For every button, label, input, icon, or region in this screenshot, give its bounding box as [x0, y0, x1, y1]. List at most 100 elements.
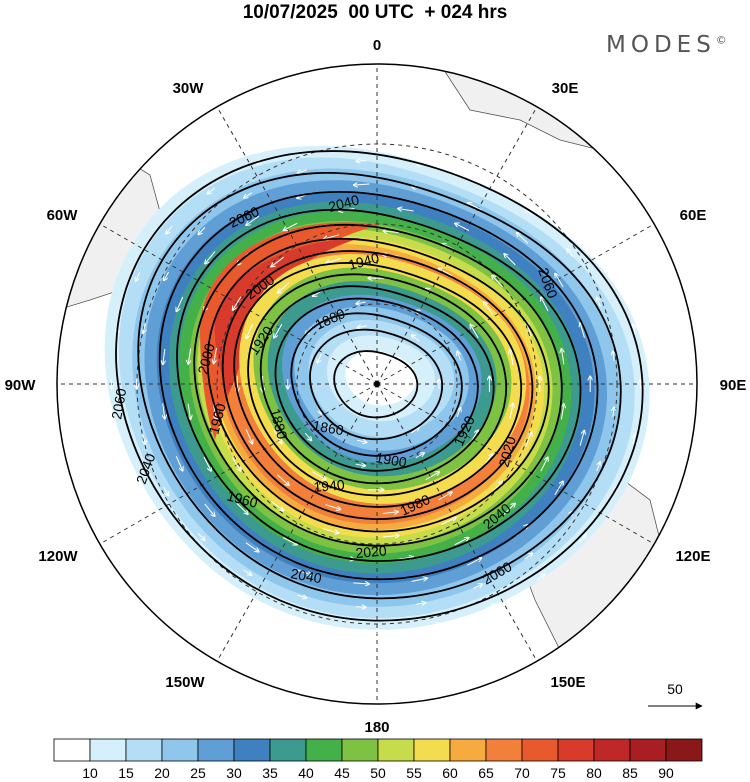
wind-arrow	[356, 440, 367, 442]
wind-arrow	[540, 457, 548, 472]
wind-arrow	[163, 348, 165, 365]
wind-arrow	[245, 429, 253, 444]
wind-arrow	[597, 297, 601, 307]
meridian-line	[376, 223, 655, 385]
wind-arrow	[470, 324, 479, 339]
wind-arrow	[165, 533, 172, 542]
height-contour	[247, 273, 508, 497]
lon-label-150e: 150E	[550, 674, 585, 691]
wind-arrow	[117, 433, 119, 444]
wind-arrow	[554, 481, 563, 495]
wind-arrow	[441, 517, 456, 525]
pole-marker	[374, 381, 380, 387]
wind-arrow	[596, 462, 601, 472]
wind-arrow	[357, 326, 368, 328]
wind-arrow	[304, 432, 311, 441]
wind-arrow	[143, 323, 146, 334]
wind-arrow	[236, 502, 248, 514]
wind-arrow	[233, 296, 242, 311]
wind-arrow	[411, 578, 428, 582]
wind-arrow	[398, 209, 414, 212]
height-contour	[137, 171, 622, 600]
wind-arrow	[188, 403, 191, 420]
contour-label: 2040	[289, 565, 323, 586]
wind-arrow	[245, 542, 259, 552]
wind-arrow	[243, 569, 252, 575]
wind-arrow	[486, 604, 495, 610]
wind-arrow	[277, 282, 290, 294]
reference-vector-label: 50	[667, 681, 683, 697]
wind-arrow	[270, 500, 284, 511]
lon-label-30e: 30E	[552, 80, 579, 97]
wind-arrow	[454, 538, 469, 546]
contour-label: 1960	[225, 487, 259, 511]
lon-label-90w: 90W	[5, 377, 37, 394]
wind-arrow	[457, 351, 460, 361]
height-contour	[274, 297, 479, 472]
wind-arrow	[455, 223, 470, 231]
wind-arrow	[356, 302, 366, 304]
wind-arrow	[323, 528, 339, 533]
meridian-line	[216, 383, 378, 662]
wind-arrow	[355, 607, 366, 608]
contour-label: 2040	[327, 191, 361, 215]
wind-arrow	[276, 474, 289, 486]
wind-arrow	[537, 188, 546, 195]
wind-arrow	[244, 192, 253, 198]
wind-arrow	[567, 249, 574, 257]
contour-label: 1880	[267, 407, 291, 441]
wind-arrow	[274, 323, 283, 338]
wind-arrow	[580, 226, 587, 235]
wind-arrow	[580, 322, 585, 338]
wind-arrow	[579, 430, 584, 446]
meridian-line	[99, 223, 378, 385]
height-contour	[115, 150, 644, 622]
wind-arrow	[325, 504, 341, 510]
contour-label: 1900	[374, 449, 408, 470]
lon-label-60e: 60E	[680, 207, 707, 224]
wind-arrow	[383, 231, 400, 233]
wind-arrow	[541, 297, 549, 312]
wind-arrow	[205, 251, 216, 264]
wind-arrow	[430, 142, 440, 144]
wind-arrow	[509, 403, 513, 419]
wind-arrow	[203, 456, 211, 471]
contour-label: 1940	[313, 476, 346, 495]
height-contour	[221, 250, 534, 521]
brand-name: MODES	[606, 32, 716, 58]
wind-arrow	[312, 142, 323, 144]
meridian-line	[376, 383, 655, 545]
contour-label: 1960	[205, 401, 229, 435]
meridian-line	[99, 383, 378, 545]
wind-arrow	[382, 512, 399, 514]
map-border	[56, 63, 698, 705]
wind-arrow	[613, 351, 614, 362]
map-disc: 2060 2040 1940 1880 2000 1920 2060 2000 …	[57, 64, 697, 704]
height-contours	[115, 150, 644, 622]
wind-arrow	[283, 222, 298, 230]
wind-arrow	[326, 258, 341, 264]
wind-arrow	[297, 170, 307, 173]
wind-arrow	[175, 456, 182, 471]
height-contour	[309, 328, 444, 441]
height-contour	[333, 350, 419, 419]
wind-arrow	[492, 275, 503, 288]
lon-label-0: 0	[373, 37, 381, 54]
wind-arrow	[483, 302, 494, 315]
wind-arrow	[486, 159, 496, 165]
wind-arrow	[214, 347, 217, 364]
wind-arrow	[516, 232, 529, 244]
lon-label-150w: 150W	[165, 674, 205, 691]
wind-arrow	[561, 404, 564, 420]
wind-arrow	[467, 558, 481, 566]
height-contour	[206, 237, 550, 533]
wind-arrow	[273, 429, 282, 444]
wind-arrow	[503, 503, 515, 515]
wind-arrow	[473, 584, 482, 589]
wind-arrow	[166, 225, 173, 234]
wind-arrow	[613, 407, 614, 418]
wind-arrow	[438, 268, 453, 277]
contour-label: 2000	[194, 341, 218, 375]
wind-arrow	[356, 161, 367, 162]
